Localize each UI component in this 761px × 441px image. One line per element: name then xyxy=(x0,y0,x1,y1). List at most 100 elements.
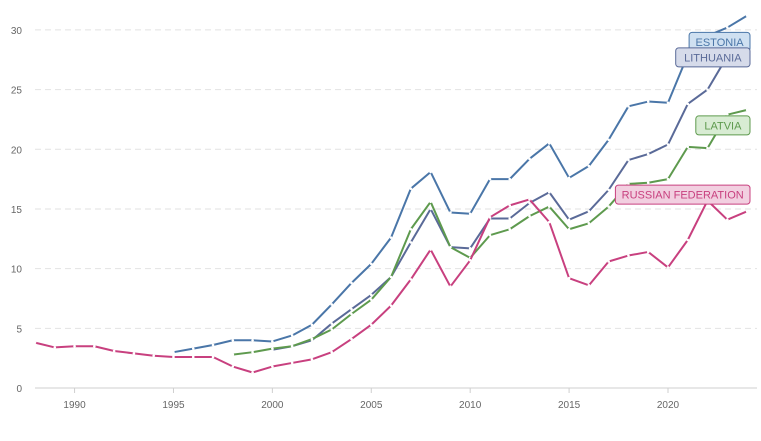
data-point-russian-federation-2007 xyxy=(409,278,413,281)
data-point-russian-federation-2000 xyxy=(271,365,274,368)
series-label-latvia: LATVIA xyxy=(695,115,751,136)
data-point-estonia-1996 xyxy=(191,347,195,350)
y-tick-label-0: 0 xyxy=(16,384,22,395)
data-point-latvia-2020 xyxy=(666,177,670,181)
data-point-lithuania-2013 xyxy=(528,201,531,205)
data-point-russian-federation-2024 xyxy=(745,210,749,213)
series-label-lithuania: LITHUANIA xyxy=(675,47,751,68)
data-point-estonia-2012 xyxy=(508,177,512,181)
data-point-russian-federation-2004 xyxy=(350,337,353,341)
series-line-latvia xyxy=(231,108,749,356)
data-point-estonia-2009 xyxy=(449,211,452,214)
data-point-latvia-1998 xyxy=(231,353,235,356)
y-tick-label-30: 30 xyxy=(11,26,23,37)
data-point-russian-federation-1990 xyxy=(73,344,76,348)
data-point-estonia-2006 xyxy=(389,236,393,239)
data-point-russian-federation-2008 xyxy=(429,248,432,251)
series-label-estonia: ESTONIA xyxy=(688,31,751,52)
data-point-latvia-2000 xyxy=(271,347,274,350)
data-point-russian-federation-2002 xyxy=(310,358,314,361)
series-line-russian-federation xyxy=(34,198,749,374)
series-labels: ESTONIA LITHUANIA LATVIA RUSSIAN FEDERATION xyxy=(614,31,751,205)
data-point-latvia-2012 xyxy=(508,227,512,231)
series-label-box-lithuania xyxy=(675,47,751,68)
x-tick-label-2000: 2000 xyxy=(261,400,284,411)
data-point-lithuania-2017 xyxy=(607,188,610,192)
data-point-latvia-2018 xyxy=(627,182,630,186)
data-point-estonia-2008 xyxy=(429,170,432,174)
data-point-lithuania-2010 xyxy=(468,247,472,250)
data-point-russian-federation-2021 xyxy=(686,238,690,242)
data-point-estonia-2005 xyxy=(369,262,373,266)
data-point-russian-federation-2003 xyxy=(330,350,334,354)
data-point-russian-federation-1998 xyxy=(231,365,235,368)
series-label-text-latvia: LATVIA xyxy=(704,120,742,132)
data-point-estonia-2011 xyxy=(488,177,492,181)
data-point-lithuania-2022 xyxy=(706,88,709,91)
series-lines xyxy=(33,14,749,374)
x-tick-label-2010: 2010 xyxy=(459,400,482,411)
data-point-lithuania-2016 xyxy=(587,210,591,213)
data-point-russian-federation-2020 xyxy=(666,266,670,269)
data-point-estonia-2016 xyxy=(587,164,591,168)
data-point-russian-federation-2009 xyxy=(449,285,452,288)
data-point-latvia-2013 xyxy=(528,214,531,218)
y-tick-label-10: 10 xyxy=(11,265,23,276)
x-tick-label-1995: 1995 xyxy=(162,400,185,411)
data-point-estonia-2010 xyxy=(468,212,472,216)
data-point-estonia-1997 xyxy=(211,343,215,347)
data-point-latvia-2023 xyxy=(726,113,729,116)
data-point-russian-federation-2010 xyxy=(468,258,472,262)
data-point-lithuania-2019 xyxy=(646,152,650,156)
data-point-russian-federation-2018 xyxy=(627,254,630,257)
data-point-estonia-1999 xyxy=(251,338,254,342)
data-point-russian-federation-1993 xyxy=(132,352,136,355)
data-point-latvia-2008 xyxy=(429,200,432,204)
data-point-estonia-2001 xyxy=(290,334,294,337)
x-tick-label-1990: 1990 xyxy=(63,400,86,411)
data-point-latvia-2019 xyxy=(646,181,650,185)
data-point-lithuania-2005 xyxy=(369,293,373,297)
data-point-lithuania-2018 xyxy=(627,158,630,162)
data-point-russian-federation-1996 xyxy=(191,355,195,359)
data-point-estonia-2004 xyxy=(350,281,353,285)
data-point-latvia-2001 xyxy=(290,344,294,348)
data-point-russian-federation-1999 xyxy=(251,371,254,374)
data-point-lithuania-2015 xyxy=(567,218,571,222)
data-point-russian-federation-2023 xyxy=(726,218,729,222)
data-point-latvia-2022 xyxy=(706,146,709,150)
data-point-estonia-2003 xyxy=(330,303,334,306)
series-line-estonia xyxy=(172,14,749,354)
data-point-russian-federation-2012 xyxy=(508,204,512,207)
x-tick-label-2015: 2015 xyxy=(558,400,581,411)
series-label-text-estonia: ESTONIA xyxy=(696,37,745,49)
series-label-text-russian-federation: RUSSIAN FEDERATION xyxy=(622,190,744,202)
data-point-russian-federation-2013 xyxy=(528,198,531,201)
data-point-lithuania-2007 xyxy=(409,241,413,244)
data-point-estonia-2023 xyxy=(726,26,729,29)
data-point-russian-federation-1989 xyxy=(53,346,57,349)
gridlines xyxy=(35,29,757,329)
data-point-estonia-2013 xyxy=(528,157,531,161)
data-point-russian-federation-2015 xyxy=(567,276,571,280)
data-point-lithuania-2004 xyxy=(350,307,353,311)
series-label-text-lithuania: LITHUANIA xyxy=(684,52,742,64)
data-point-russian-federation-1988 xyxy=(33,341,37,344)
data-point-estonia-2019 xyxy=(646,100,650,103)
data-point-latvia-2011 xyxy=(488,233,492,237)
data-point-russian-federation-2001 xyxy=(290,361,294,365)
data-point-russian-federation-2006 xyxy=(389,304,393,307)
data-point-latvia-2007 xyxy=(409,227,413,231)
data-point-russian-federation-1992 xyxy=(112,349,116,353)
data-point-estonia-2015 xyxy=(567,176,571,180)
data-point-latvia-1999 xyxy=(251,350,254,354)
data-point-russian-federation-2011 xyxy=(488,216,492,219)
data-point-russian-federation-2017 xyxy=(607,260,610,263)
series-label-box-russian-federation xyxy=(614,184,751,205)
data-point-lithuania-2003 xyxy=(330,322,334,325)
y-tick-label-5: 5 xyxy=(16,324,22,335)
data-point-lithuania-2012 xyxy=(508,217,512,220)
data-point-russian-federation-2005 xyxy=(369,323,373,327)
data-point-latvia-2021 xyxy=(686,145,690,149)
